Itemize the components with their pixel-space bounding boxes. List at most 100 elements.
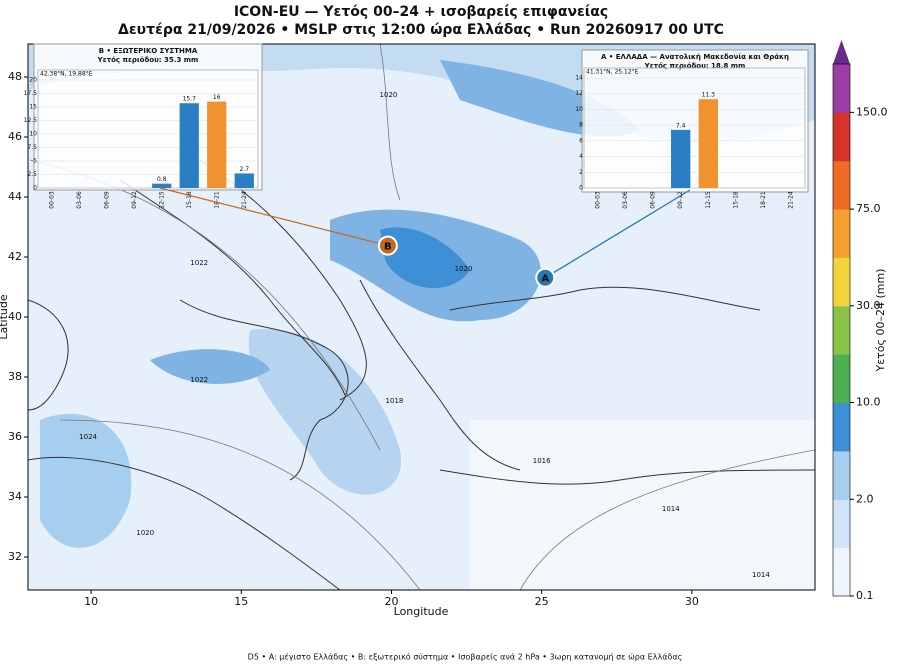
y-tick-label: 44 <box>8 190 22 203</box>
colorbar-band <box>833 402 850 452</box>
inset-bar <box>207 101 227 188</box>
inset-value-label: 11.3 <box>702 92 716 99</box>
x-tick-label: 10 <box>84 595 98 608</box>
subtitle: Δευτέρα 21/09/2026 • MSLP στις 12:00 ώρα… <box>118 22 724 38</box>
inset-x-tick-label: 15-18 <box>732 191 739 209</box>
colorbar-band <box>833 209 850 258</box>
inset-y-tick-label: 10 <box>29 131 37 138</box>
isobar-label: 1020 <box>455 265 473 273</box>
colorbar-tick-label: 150.0 <box>856 105 888 118</box>
x-tick-label: 15 <box>234 595 248 608</box>
colorbar-tick-label: 30.0 <box>856 299 881 312</box>
colorbar-band <box>833 112 850 162</box>
colorbar-tick-label: 0.1 <box>856 589 874 602</box>
y-tick-label: 32 <box>8 550 22 563</box>
inset-y-tick-label: 20 <box>29 77 37 84</box>
inset-x-tick-label: 18-21 <box>760 191 767 209</box>
inset-y-tick-label: 12.5 <box>24 117 38 124</box>
isobar-label: 1014 <box>752 571 770 579</box>
inset-bar <box>698 99 718 188</box>
isobar-label: 1018 <box>386 397 404 405</box>
isobar-label: 1024 <box>79 433 97 441</box>
y-tick-label: 42 <box>8 250 22 263</box>
inset-y-tick-label: 12 <box>575 90 583 97</box>
colorbar-band <box>833 354 850 404</box>
inset-subtitle: Υετός περιόδου: 35.3 mm <box>97 56 199 64</box>
colorbar-frame <box>832 63 851 597</box>
colorbar-band <box>833 499 850 549</box>
marker-label: A <box>541 274 549 285</box>
inset-y-tick-label: 0 <box>579 185 583 192</box>
inset-y-tick-label: 2.5 <box>27 171 37 178</box>
x-tick-label: 30 <box>685 595 699 608</box>
inset-x-tick-label: 09-12 <box>677 191 684 209</box>
inset-bar <box>179 103 199 188</box>
colorbar-tick-label: 2.0 <box>856 492 874 505</box>
inset-value-label: 0.8 <box>157 176 167 183</box>
colorbar-tick-label: 10.0 <box>856 396 881 409</box>
inset-bar <box>152 183 172 188</box>
inset-x-tick-label: 03-06 <box>622 191 629 209</box>
colorbar-tick-label: 75.0 <box>856 202 881 215</box>
inset-bar <box>671 129 691 188</box>
inset-x-tick-label: 18-21 <box>213 191 220 209</box>
y-tick-label: 48 <box>8 70 22 83</box>
isobar-label: 1020 <box>380 91 398 99</box>
isobar-label: 1020 <box>136 529 154 537</box>
inset-y-tick-label: 7.5 <box>27 144 37 151</box>
inset-title: A • ΕΛΛΑΔΑ — Ανατολική Μακεδονία και Θρά… <box>601 53 789 61</box>
inset-subtitle: Υετός περιόδου: 18.8 mm <box>644 62 746 70</box>
colorbar-band <box>833 547 850 597</box>
inset-y-tick-label: 17.5 <box>24 90 38 97</box>
inset-y-tick-label: 15 <box>29 104 37 111</box>
inset-y-tick-label: 10 <box>575 106 583 113</box>
inset-value-label: 7.4 <box>676 122 686 129</box>
colorbar-band <box>833 257 850 307</box>
colorbar-band <box>833 64 850 113</box>
inset-coord: 41.31°N, 25.12°E <box>586 69 639 76</box>
inset-bar <box>234 173 254 188</box>
inset-y-tick-label: 0 <box>33 185 37 192</box>
inset-x-tick-label: 00-03 <box>48 191 55 209</box>
marker <box>377 235 398 256</box>
inset-x-tick-label: 15-18 <box>186 191 193 209</box>
inset-value-label: 15.7 <box>183 96 197 103</box>
inset-x-tick-label: 03-06 <box>76 191 83 209</box>
inset-y-tick-label: 2 <box>579 169 583 176</box>
inset-x-tick-label: 21-24 <box>788 191 795 209</box>
isobar-label: 1014 <box>662 505 680 513</box>
colorbar-label: Υετός 00–24 (mm) <box>874 269 887 373</box>
y-tick-label: 38 <box>8 370 22 383</box>
y-tick-label: 40 <box>8 310 22 323</box>
inset-x-tick-label: 21-24 <box>241 191 248 209</box>
colorbar-extend <box>833 40 850 64</box>
inset-x-tick-label: 09-12 <box>131 191 138 209</box>
colorbar-band <box>833 160 850 210</box>
footer: D5 • A: μέγιστο Ελλάδας • B: εξωτερικό σ… <box>248 652 683 662</box>
inset-y-tick-label: 8 <box>579 122 583 129</box>
colorbar-band <box>833 450 850 500</box>
y-axis-label: Latitude <box>0 294 10 340</box>
inset-x-tick-label: 06-09 <box>650 191 657 209</box>
x-axis-label: Longitude <box>394 605 449 618</box>
colorbar-band <box>833 305 850 355</box>
inset-coord: 42.38°N, 19.88°E <box>40 71 93 78</box>
inset-x-tick-label: 06-09 <box>103 191 110 209</box>
inset-x-tick-label: 12-15 <box>705 191 712 209</box>
inset-x-tick-label: 12-15 <box>158 191 165 209</box>
marker-label: B <box>384 242 392 253</box>
inset-value-label: 2.7 <box>239 166 249 173</box>
inset-title: B • ΕΞΩΤΕΡΙΚΟ ΣΥΣΤΗΜΑ <box>99 47 198 55</box>
x-tick-label: 25 <box>535 595 549 608</box>
connector <box>544 189 691 279</box>
inset-y-tick-label: 14 <box>575 75 583 82</box>
inset-panel <box>581 49 809 193</box>
isobar-label: 1022 <box>190 376 208 384</box>
inset-y-tick-label: 5 <box>33 158 37 165</box>
x-tick-label: 20 <box>384 595 398 608</box>
y-tick-label: 34 <box>8 490 22 503</box>
y-tick-label: 36 <box>8 430 22 443</box>
connector <box>159 187 389 247</box>
isobar-label: 1016 <box>533 457 551 465</box>
